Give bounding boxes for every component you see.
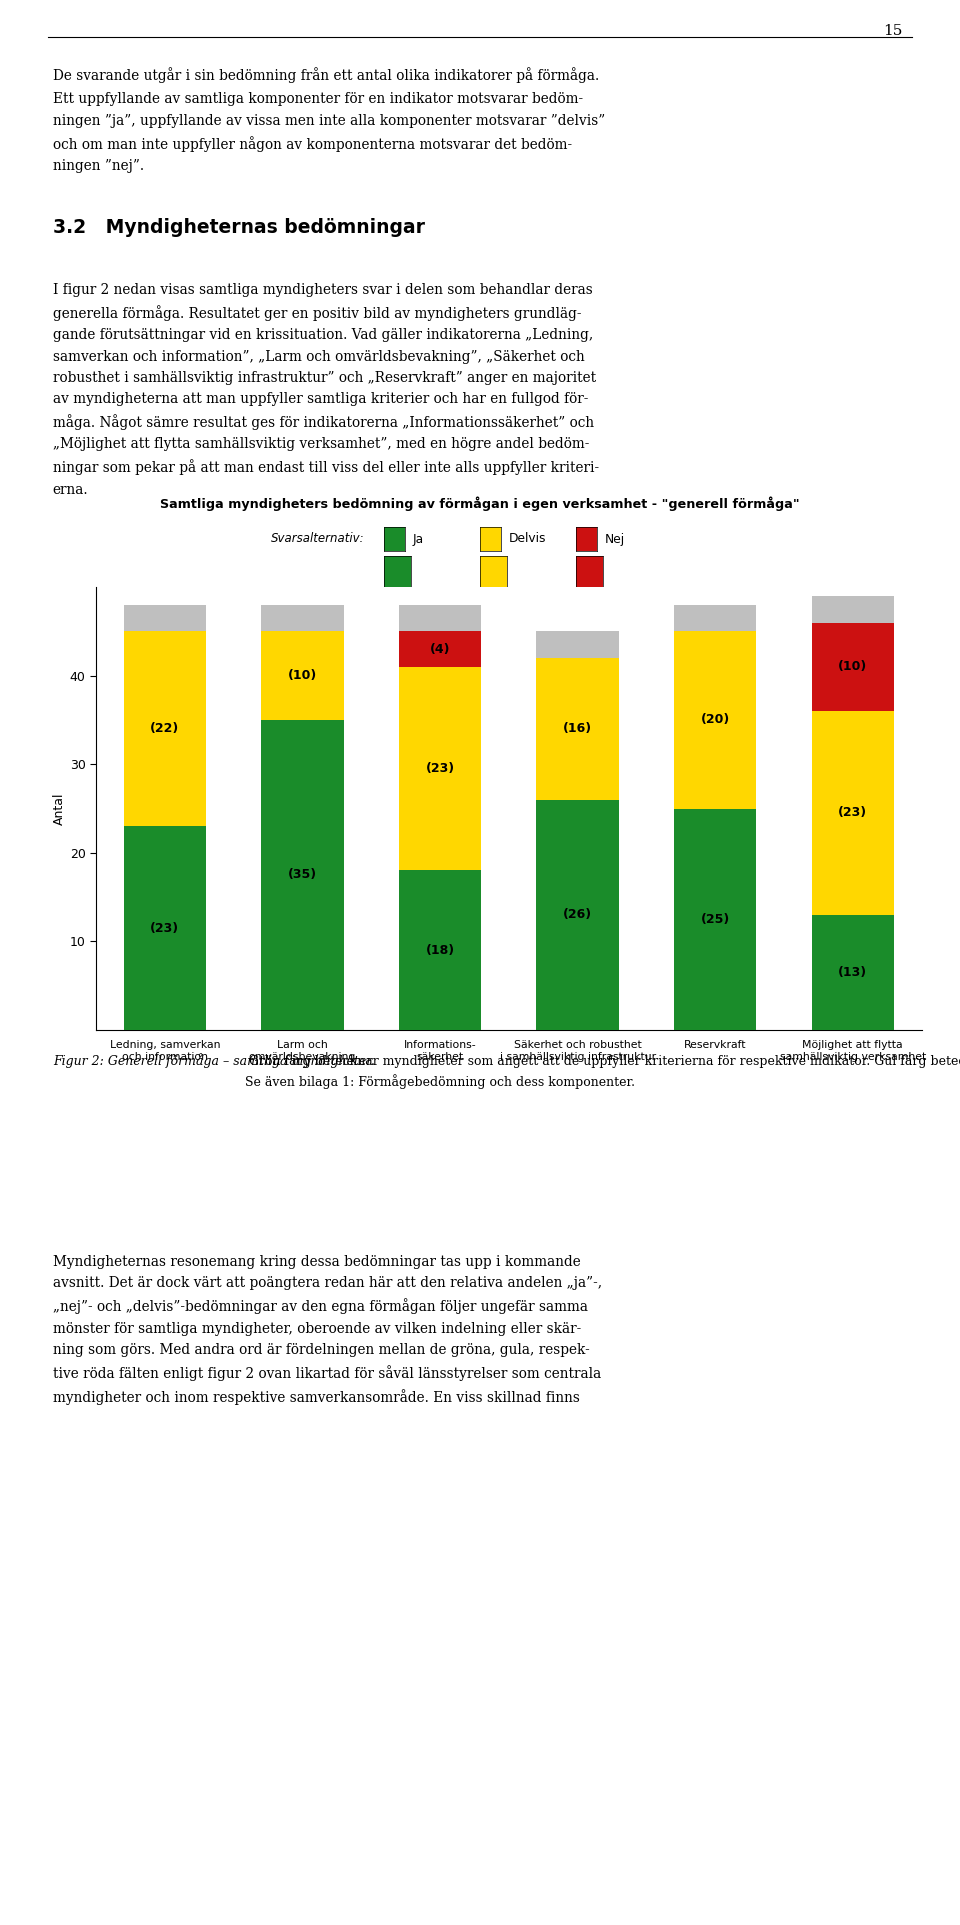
- Bar: [674, 631, 756, 808]
- Text: (35): (35): [288, 868, 317, 882]
- Text: 3.2   Myndigheternas bedömningar: 3.2 Myndigheternas bedömningar: [53, 218, 424, 237]
- Bar: [398, 870, 481, 1030]
- Bar: [124, 826, 206, 1030]
- Y-axis label: Antal: Antal: [53, 793, 65, 824]
- Text: Myndigheternas resonemang kring dessa bedömningar tas upp i kommande
avsnitt. De: Myndigheternas resonemang kring dessa be…: [53, 1255, 602, 1405]
- Bar: [261, 631, 344, 720]
- Bar: [811, 622, 894, 710]
- Bar: [124, 604, 206, 631]
- Text: Delvis: Delvis: [509, 533, 546, 545]
- Bar: [537, 658, 619, 799]
- Text: (4): (4): [430, 643, 450, 656]
- Text: Ett uppfyllande av samtliga komponenter för en indikator motsvarar bedöm-
ningen: Ett uppfyllande av samtliga komponenter …: [53, 92, 605, 173]
- Bar: [537, 631, 619, 658]
- Text: (22): (22): [150, 722, 180, 735]
- Bar: [398, 666, 481, 870]
- Bar: [674, 604, 756, 631]
- Bar: [398, 604, 481, 631]
- Text: (23): (23): [150, 922, 180, 934]
- Bar: [261, 604, 344, 631]
- Bar: [811, 710, 894, 914]
- Text: 15: 15: [883, 23, 902, 38]
- Bar: [811, 914, 894, 1030]
- Text: (16): (16): [563, 722, 592, 735]
- Bar: [811, 597, 894, 622]
- Text: (25): (25): [701, 912, 730, 926]
- Text: Nej: Nej: [605, 533, 625, 545]
- Text: Ja: Ja: [413, 533, 424, 545]
- Text: (10): (10): [288, 670, 317, 681]
- Text: (13): (13): [838, 966, 868, 978]
- Text: Figur 2: Generell förmåga – samtliga myndigheter.: Figur 2: Generell förmåga – samtliga myn…: [53, 1053, 374, 1068]
- Text: (20): (20): [701, 714, 730, 726]
- Text: De svarande utgår i sin bedömning från ett antal olika indikatorer på förmåga.: De svarande utgår i sin bedömning från e…: [53, 67, 599, 83]
- Text: Grön färg betecknar myndigheter som angétt att de uppfyller kriterierna för resp: Grön färg betecknar myndigheter som angé…: [245, 1053, 960, 1090]
- Text: (18): (18): [425, 943, 455, 957]
- Text: (23): (23): [838, 807, 868, 820]
- Text: (23): (23): [425, 762, 455, 776]
- Bar: [261, 720, 344, 1030]
- Text: (26): (26): [563, 909, 592, 922]
- Text: Svarsalternativ:: Svarsalternativ:: [271, 533, 365, 545]
- Bar: [674, 808, 756, 1030]
- Text: Samtliga myndigheters bedömning av förmågan i egen verksamhet - "generell förmåg: Samtliga myndigheters bedömning av förmå…: [160, 497, 800, 512]
- Bar: [537, 799, 619, 1030]
- Text: I figur 2 nedan visas samtliga myndigheters svar i delen som behandlar deras
gen: I figur 2 nedan visas samtliga myndighet…: [53, 283, 599, 497]
- Bar: [398, 631, 481, 666]
- Bar: [124, 631, 206, 826]
- Text: (10): (10): [838, 660, 868, 674]
